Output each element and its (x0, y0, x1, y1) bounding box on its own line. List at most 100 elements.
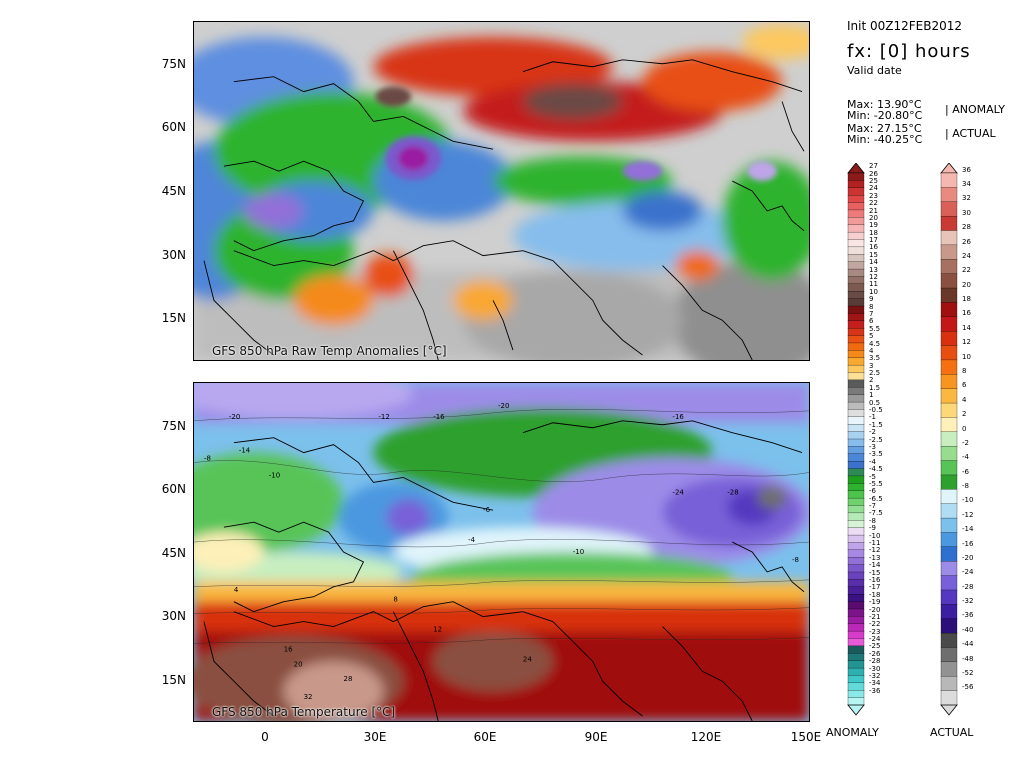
colorbar-tick-label: -17 (869, 583, 881, 592)
colorbar-cell (940, 374, 958, 390)
colorbar-tick-label: 18 (869, 228, 878, 237)
colorbar-cell (940, 546, 958, 562)
colorbar-tick-label: 10 (869, 287, 878, 296)
colorbar-cell (847, 542, 865, 551)
colorbar-tick-label: 2.5 (869, 369, 881, 378)
colorbar-cell (940, 589, 958, 605)
colorbar-tick-label: -44 (962, 640, 974, 649)
colorbar-tick-label: 5.5 (869, 324, 881, 333)
colorbar-cell (847, 409, 865, 418)
colorbar-cell (847, 231, 865, 241)
actual-colorbar-labels: 36 34 32 30 28 26 24 22 20 18 16 14 12 10 8 6 4 2 0 -2 -4 -6-… (962, 165, 1002, 715)
colorbar-cell (940, 632, 958, 649)
contour-label: 32 (304, 693, 313, 701)
colorbar-tick-label: 25 (869, 176, 878, 185)
colorbar-cell (847, 217, 865, 226)
colorbar-cell (847, 209, 865, 218)
lon-label: 30E (363, 730, 387, 744)
colorbar-cell (847, 623, 865, 632)
colorbar-cell (847, 475, 865, 484)
colorbar-tick-label: 22 (962, 266, 971, 275)
colorbar-tick-label: -3.5 (869, 450, 883, 459)
anomaly-colorbar (847, 163, 865, 716)
colorbar-tick-label: -10 (962, 496, 974, 505)
contour-label: 12 (433, 626, 442, 634)
colorbar-tick-label: -13 (869, 553, 881, 562)
colorbar-tick-label: 6 (962, 381, 967, 390)
colorbar-tick-label: 32 (962, 194, 971, 203)
colorbar-tick-label: 28 (962, 223, 971, 232)
colorbar-cell (847, 394, 865, 403)
colorbar-cell (940, 503, 958, 519)
colorbar-cell (847, 364, 865, 374)
colorbar-tick-label: -1 (869, 413, 876, 422)
colorbar-tick-label: 3.5 (869, 354, 881, 363)
colorbar-tick-label: 27 (869, 162, 878, 171)
colorbar-cell (847, 246, 865, 255)
colorbar-cell (847, 350, 865, 359)
colorbar-cell (847, 638, 865, 647)
colorbar-cell (847, 579, 865, 588)
colorbar-cell (847, 276, 865, 285)
lat-label: 75N (161, 419, 186, 433)
contour-label: 28 (344, 675, 353, 683)
colorbar-cell (847, 261, 865, 270)
colorbar-tick-label: -8 (962, 482, 969, 490)
contour-label: 8 (393, 596, 397, 604)
colorbar-tick-label: -32 (962, 597, 974, 606)
colorbar-cell (940, 676, 958, 692)
lat-label: 45N (161, 546, 186, 560)
lat-label: 60N (161, 120, 186, 134)
colorbar-tick-label: 5 (869, 332, 874, 341)
lat-label: 30N (161, 609, 186, 623)
colorbar-cell (940, 402, 958, 418)
colorbar-cell (847, 490, 865, 499)
colorbar-tick-label: 23 (869, 191, 878, 200)
colorbar-cell (847, 224, 865, 233)
colorbar-cell (940, 647, 958, 663)
colorbar-tick-label: -6 (869, 487, 876, 496)
colorbar-tick-label: -24 (869, 635, 881, 644)
colorbar-tick-label: 11 (869, 280, 878, 289)
colorbar-tick-label: -22 (869, 620, 881, 629)
contour-label: -16 (672, 413, 683, 421)
colorbar-tick-label: 1 (869, 391, 874, 400)
colorbar-tick-label: 24 (869, 184, 878, 193)
colorbar-cell (940, 661, 958, 677)
colorbar-tick-label: 36 (962, 165, 971, 174)
colorbar-cell (847, 172, 865, 181)
colorbar-tick-label: 3 (869, 361, 874, 370)
anomaly-max: Max: 13.90°C (847, 98, 922, 111)
colorbar-tick-label: 10 (962, 352, 971, 361)
colorbar-cell (847, 387, 865, 396)
colorbar-tick-label: 4.5 (869, 339, 881, 348)
colorbar-cell (940, 244, 958, 260)
anomaly-map-panel: GFS 850 hPa Raw Temp Anomalies [°C] (193, 21, 810, 361)
colorbar-tick-label: -48 (962, 654, 974, 663)
colorbar-cell (847, 446, 865, 455)
valid-date: Valid date (847, 64, 902, 77)
colorbar-tick-label: 21 (869, 206, 878, 215)
colorbar-cell (847, 379, 865, 388)
colorbar-cell (940, 331, 958, 347)
colorbar-cell (847, 690, 865, 699)
colorbar-tick-label: -40 (962, 625, 974, 634)
colorbar-cell (940, 431, 958, 447)
colorbar-tick-label: -4.5 (869, 465, 883, 474)
temperature-panel-title: GFS 850 hPa Temperature [°C] (212, 705, 396, 719)
lat-label: 75N (161, 57, 186, 71)
colorbar-tick-label: 16 (869, 243, 878, 252)
colorbar-bottom-arrow (847, 704, 865, 716)
colorbar-tick-label: 19 (869, 221, 878, 230)
colorbar-tick-label: 9 (869, 295, 874, 304)
colorbar-tick-label: -36 (869, 686, 881, 695)
contour-label: -24 (672, 488, 684, 496)
lon-label: 120E (690, 730, 722, 744)
colorbar-cell (847, 305, 865, 314)
colorbar-cell (847, 549, 865, 558)
anomaly-map (194, 22, 809, 360)
colorbar-tick-label: 4 (869, 346, 874, 355)
colorbar-cell (940, 259, 958, 275)
colorbar-tick-label: -7 (869, 502, 876, 511)
colorbar-cell (847, 616, 865, 625)
